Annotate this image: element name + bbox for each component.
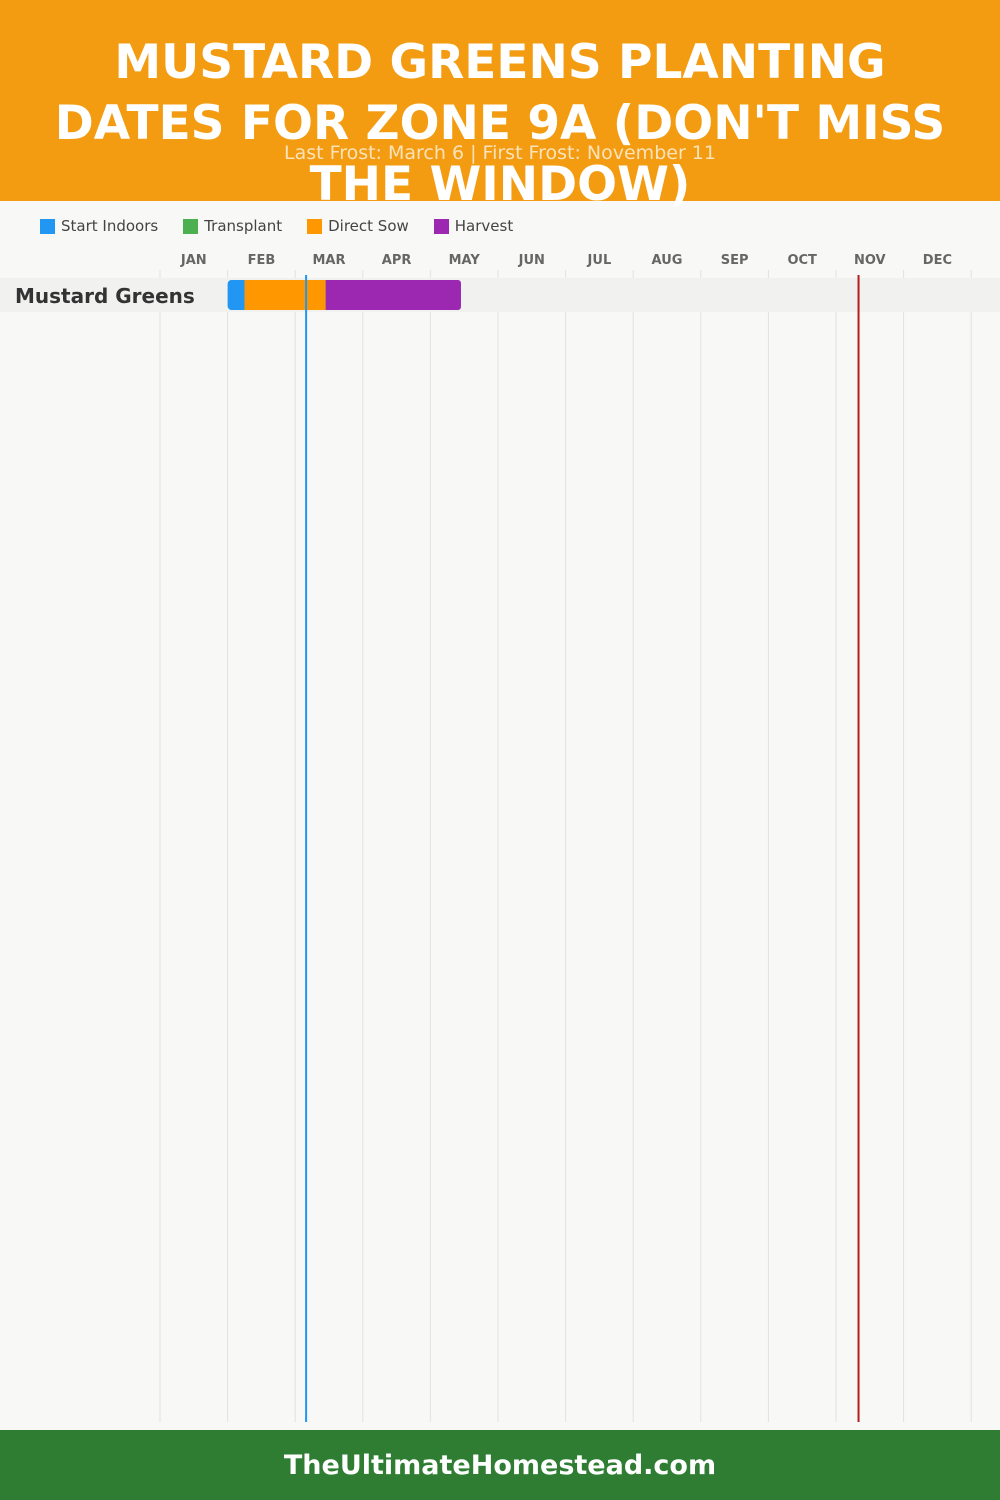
month-tick-label: APR (382, 253, 412, 268)
footer-banner: TheUltimateHomestead.com (0, 1430, 1000, 1500)
month-tick-label: AUG (652, 253, 683, 268)
legend-item-direct-sow: Direct Sow (307, 217, 409, 235)
segment-direct-sow (244, 280, 326, 310)
page-title: Mustard Greens Planting Dates for Zone 9… (54, 35, 946, 212)
month-tick-label: JUL (587, 253, 612, 268)
legend-item-transplant: Transplant (183, 217, 282, 235)
row-label: Mustard Greens (15, 284, 195, 308)
frost-dates-subtitle: Last Frost: March 6 | First Frost: Novem… (284, 142, 716, 164)
legend-swatch (433, 218, 449, 234)
row-background (0, 278, 1000, 312)
legend-item-harvest: Harvest (433, 217, 514, 235)
month-tick-label: SEP (721, 253, 749, 268)
month-tick-label: MAY (449, 253, 481, 268)
legend-swatch (183, 218, 199, 234)
legend-label: Direct Sow (328, 217, 409, 235)
segment-start-indoors (230, 280, 245, 310)
month-tick-label: JUN (518, 253, 545, 268)
legend-label: Harvest (454, 217, 514, 235)
legend-swatch (40, 218, 55, 234)
month-tick-label: DEC (923, 253, 952, 268)
month-tick-label: JAN (180, 253, 207, 268)
legend-item-start-indoors: Start Indoors (40, 217, 158, 235)
legend-label: Start Indoors (61, 217, 159, 235)
header-banner: Mustard Greens Planting Dates for Zone 9… (0, 0, 1000, 212)
planting-calendar-chart: JAN FEB MAR APR MAY JUN JUL AUG SEP OCT NOV DEC Must… (0, 253, 1000, 1422)
month-tick-label: MAR (312, 253, 345, 268)
month-tick-label: NOV (854, 253, 886, 268)
legend-label: Transplant (204, 217, 283, 235)
month-tick-label: FEB (248, 253, 276, 268)
segment-harvest (325, 280, 458, 310)
footer-site-name: TheUltimateHomestead.com (283, 1449, 717, 1481)
month-tick-label: OCT (787, 253, 817, 268)
legend-swatch (307, 218, 323, 234)
legend: Start Indoors Transplant Direct Sow Harv… (40, 214, 538, 238)
segment-end-cap (452, 280, 461, 310)
